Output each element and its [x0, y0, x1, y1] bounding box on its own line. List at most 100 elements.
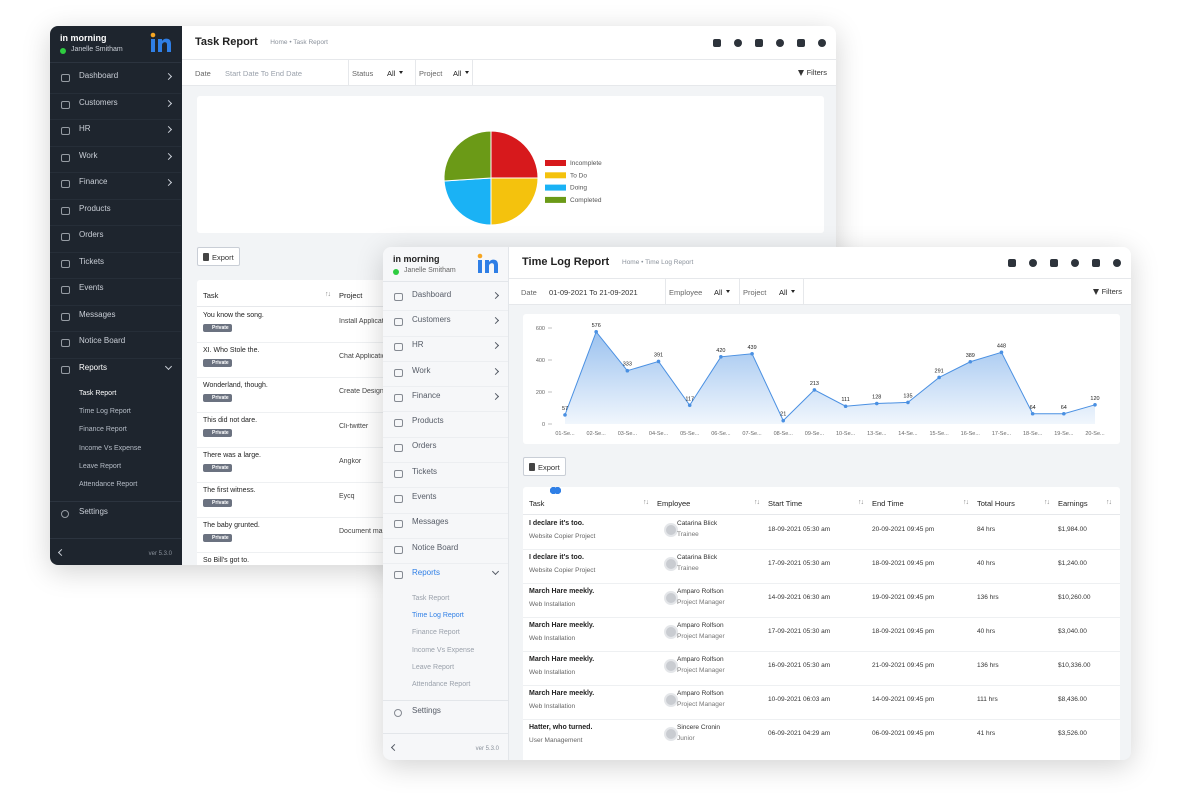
- task-name[interactable]: The baby grunted.: [203, 522, 260, 529]
- submenu-item[interactable]: Attendance Report: [79, 481, 138, 488]
- header-icon[interactable]: [755, 39, 763, 47]
- task-name[interactable]: So Bill's got to.: [203, 557, 250, 564]
- task-name[interactable]: There was a large.: [203, 452, 261, 459]
- header-icon[interactable]: [1029, 259, 1037, 267]
- menu-label: Tickets: [79, 256, 105, 266]
- submenu-item[interactable]: Task Report: [79, 390, 117, 397]
- employee-name[interactable]: Catarina Blick: [677, 520, 718, 527]
- submenu-item[interactable]: Income Vs Expense: [412, 646, 475, 654]
- employee-name[interactable]: Amparo Rolfson: [677, 690, 724, 697]
- menu-item[interactable]: Settings: [383, 706, 508, 726]
- task-name[interactable]: This did not dare.: [203, 417, 258, 424]
- menu-item[interactable]: Orders: [50, 226, 181, 253]
- header-icon[interactable]: [776, 39, 784, 47]
- point: [719, 355, 723, 359]
- task-name[interactable]: March Hare meekly.: [529, 588, 595, 595]
- menu-item[interactable]: Reports: [50, 359, 181, 386]
- menu-item[interactable]: Messages: [50, 306, 181, 332]
- submenu-item[interactable]: Finance Report: [412, 629, 460, 637]
- collapse-button[interactable]: [390, 743, 399, 752]
- dropdown[interactable]: All: [387, 69, 396, 78]
- header-icon[interactable]: [1071, 259, 1079, 267]
- menu-item[interactable]: Messages: [383, 514, 508, 539]
- header-icon[interactable]: [797, 39, 805, 47]
- task-name[interactable]: I declare it's too.: [529, 554, 584, 561]
- filters-button[interactable]: Filters: [797, 68, 827, 79]
- menu-item[interactable]: Tickets: [383, 463, 508, 489]
- task-name[interactable]: Hatter, who turned.: [529, 724, 593, 731]
- collapse-button[interactable]: [57, 548, 66, 557]
- task-name[interactable]: March Hare meekly.: [529, 656, 595, 663]
- employee-name[interactable]: Amparo Rolfson: [677, 656, 724, 663]
- menu-item[interactable]: Tickets: [50, 253, 181, 279]
- menu-item[interactable]: Customers: [383, 311, 508, 337]
- menu-item[interactable]: Customers: [50, 94, 181, 120]
- dropdown[interactable]: All: [779, 288, 788, 297]
- export-button[interactable]: Export: [523, 457, 566, 476]
- menu-item[interactable]: Notice Board: [383, 539, 508, 565]
- end-time: 19-09-2021 09:45 pm: [872, 594, 935, 601]
- submenu-item[interactable]: Income Vs Expense: [79, 444, 142, 452]
- column-header[interactable]: Task: [203, 291, 219, 300]
- submenu-item[interactable]: Time Log Report: [412, 611, 464, 619]
- menu-item[interactable]: Work: [383, 362, 508, 388]
- column-header[interactable]: End Time: [872, 499, 904, 508]
- employee-name[interactable]: Amparo Rolfson: [677, 588, 724, 595]
- menu-item[interactable]: Products: [50, 200, 181, 226]
- employee-name[interactable]: Catarina Blick: [677, 554, 718, 561]
- header-icon[interactable]: [1050, 259, 1058, 267]
- header-icon[interactable]: [818, 39, 826, 47]
- task-name[interactable]: I declare it's too.: [529, 520, 584, 527]
- menu-item[interactable]: HR: [383, 337, 508, 362]
- menu-item[interactable]: Dashboard: [50, 67, 181, 94]
- submenu-item[interactable]: Time Log Report: [79, 408, 131, 416]
- export-button[interactable]: Export: [197, 247, 240, 266]
- employee-name[interactable]: Sincere Cronin: [677, 724, 720, 731]
- page-title: Time Log Report: [522, 256, 610, 268]
- header-icon[interactable]: [1113, 259, 1121, 267]
- x-tick-label: 08-Se...: [774, 431, 794, 437]
- menu-item[interactable]: Settings: [50, 507, 181, 527]
- export-icon: [529, 463, 535, 471]
- date-range[interactable]: Start Date To End Date: [225, 69, 302, 78]
- menu-item[interactable]: Reports: [383, 564, 508, 589]
- header-icon[interactable]: [1092, 259, 1100, 267]
- dropdown[interactable]: All: [453, 69, 462, 78]
- menu-item[interactable]: Events: [383, 488, 508, 514]
- employee-name[interactable]: Amparo Rolfson: [677, 622, 724, 629]
- submenu-item[interactable]: Task Report: [412, 594, 450, 602]
- column-header[interactable]: Employee: [657, 499, 691, 508]
- menu-item[interactable]: Products: [383, 413, 508, 438]
- menu-item[interactable]: Orders: [383, 438, 508, 464]
- menu-item[interactable]: Notice Board: [50, 332, 181, 359]
- menu-item[interactable]: Work: [50, 147, 181, 173]
- menu-item[interactable]: HR: [50, 120, 181, 147]
- submenu-item[interactable]: Leave Report: [79, 462, 122, 470]
- header-icon[interactable]: [734, 39, 742, 47]
- task-name[interactable]: Wonderland, though.: [203, 382, 268, 389]
- date-range[interactable]: 01-09-2021 To 21-09-2021: [549, 288, 638, 297]
- submenu-item[interactable]: Finance Report: [79, 426, 127, 434]
- submenu-item[interactable]: Attendance Report: [412, 681, 471, 689]
- menu-item[interactable]: Events: [50, 279, 181, 306]
- task-name[interactable]: March Hare meekly.: [529, 690, 595, 697]
- submenu-item[interactable]: Leave Report: [412, 663, 455, 671]
- menu-item[interactable]: Finance: [50, 173, 181, 200]
- export-icon: [203, 253, 209, 261]
- task-name[interactable]: You know the song.: [203, 312, 264, 319]
- column-header[interactable]: Earnings: [1058, 499, 1088, 508]
- header-icon[interactable]: [1008, 259, 1016, 267]
- column-header[interactable]: Project: [339, 291, 363, 300]
- column-header[interactable]: Task: [529, 499, 545, 508]
- dropdown[interactable]: All: [714, 288, 723, 297]
- header-icon[interactable]: [713, 39, 721, 47]
- task-name[interactable]: The first witness.: [203, 487, 256, 494]
- task-name[interactable]: XI. Who Stole the.: [203, 347, 260, 354]
- column-header[interactable]: Start Time: [768, 499, 803, 508]
- task-name[interactable]: March Hare meekly.: [529, 622, 595, 629]
- column-header[interactable]: Total Hours: [977, 499, 1015, 508]
- menu-item[interactable]: Dashboard: [383, 286, 508, 312]
- filters-button[interactable]: Filters: [1092, 287, 1122, 298]
- row-rule: [523, 549, 1120, 550]
- menu-item[interactable]: Finance: [383, 387, 508, 413]
